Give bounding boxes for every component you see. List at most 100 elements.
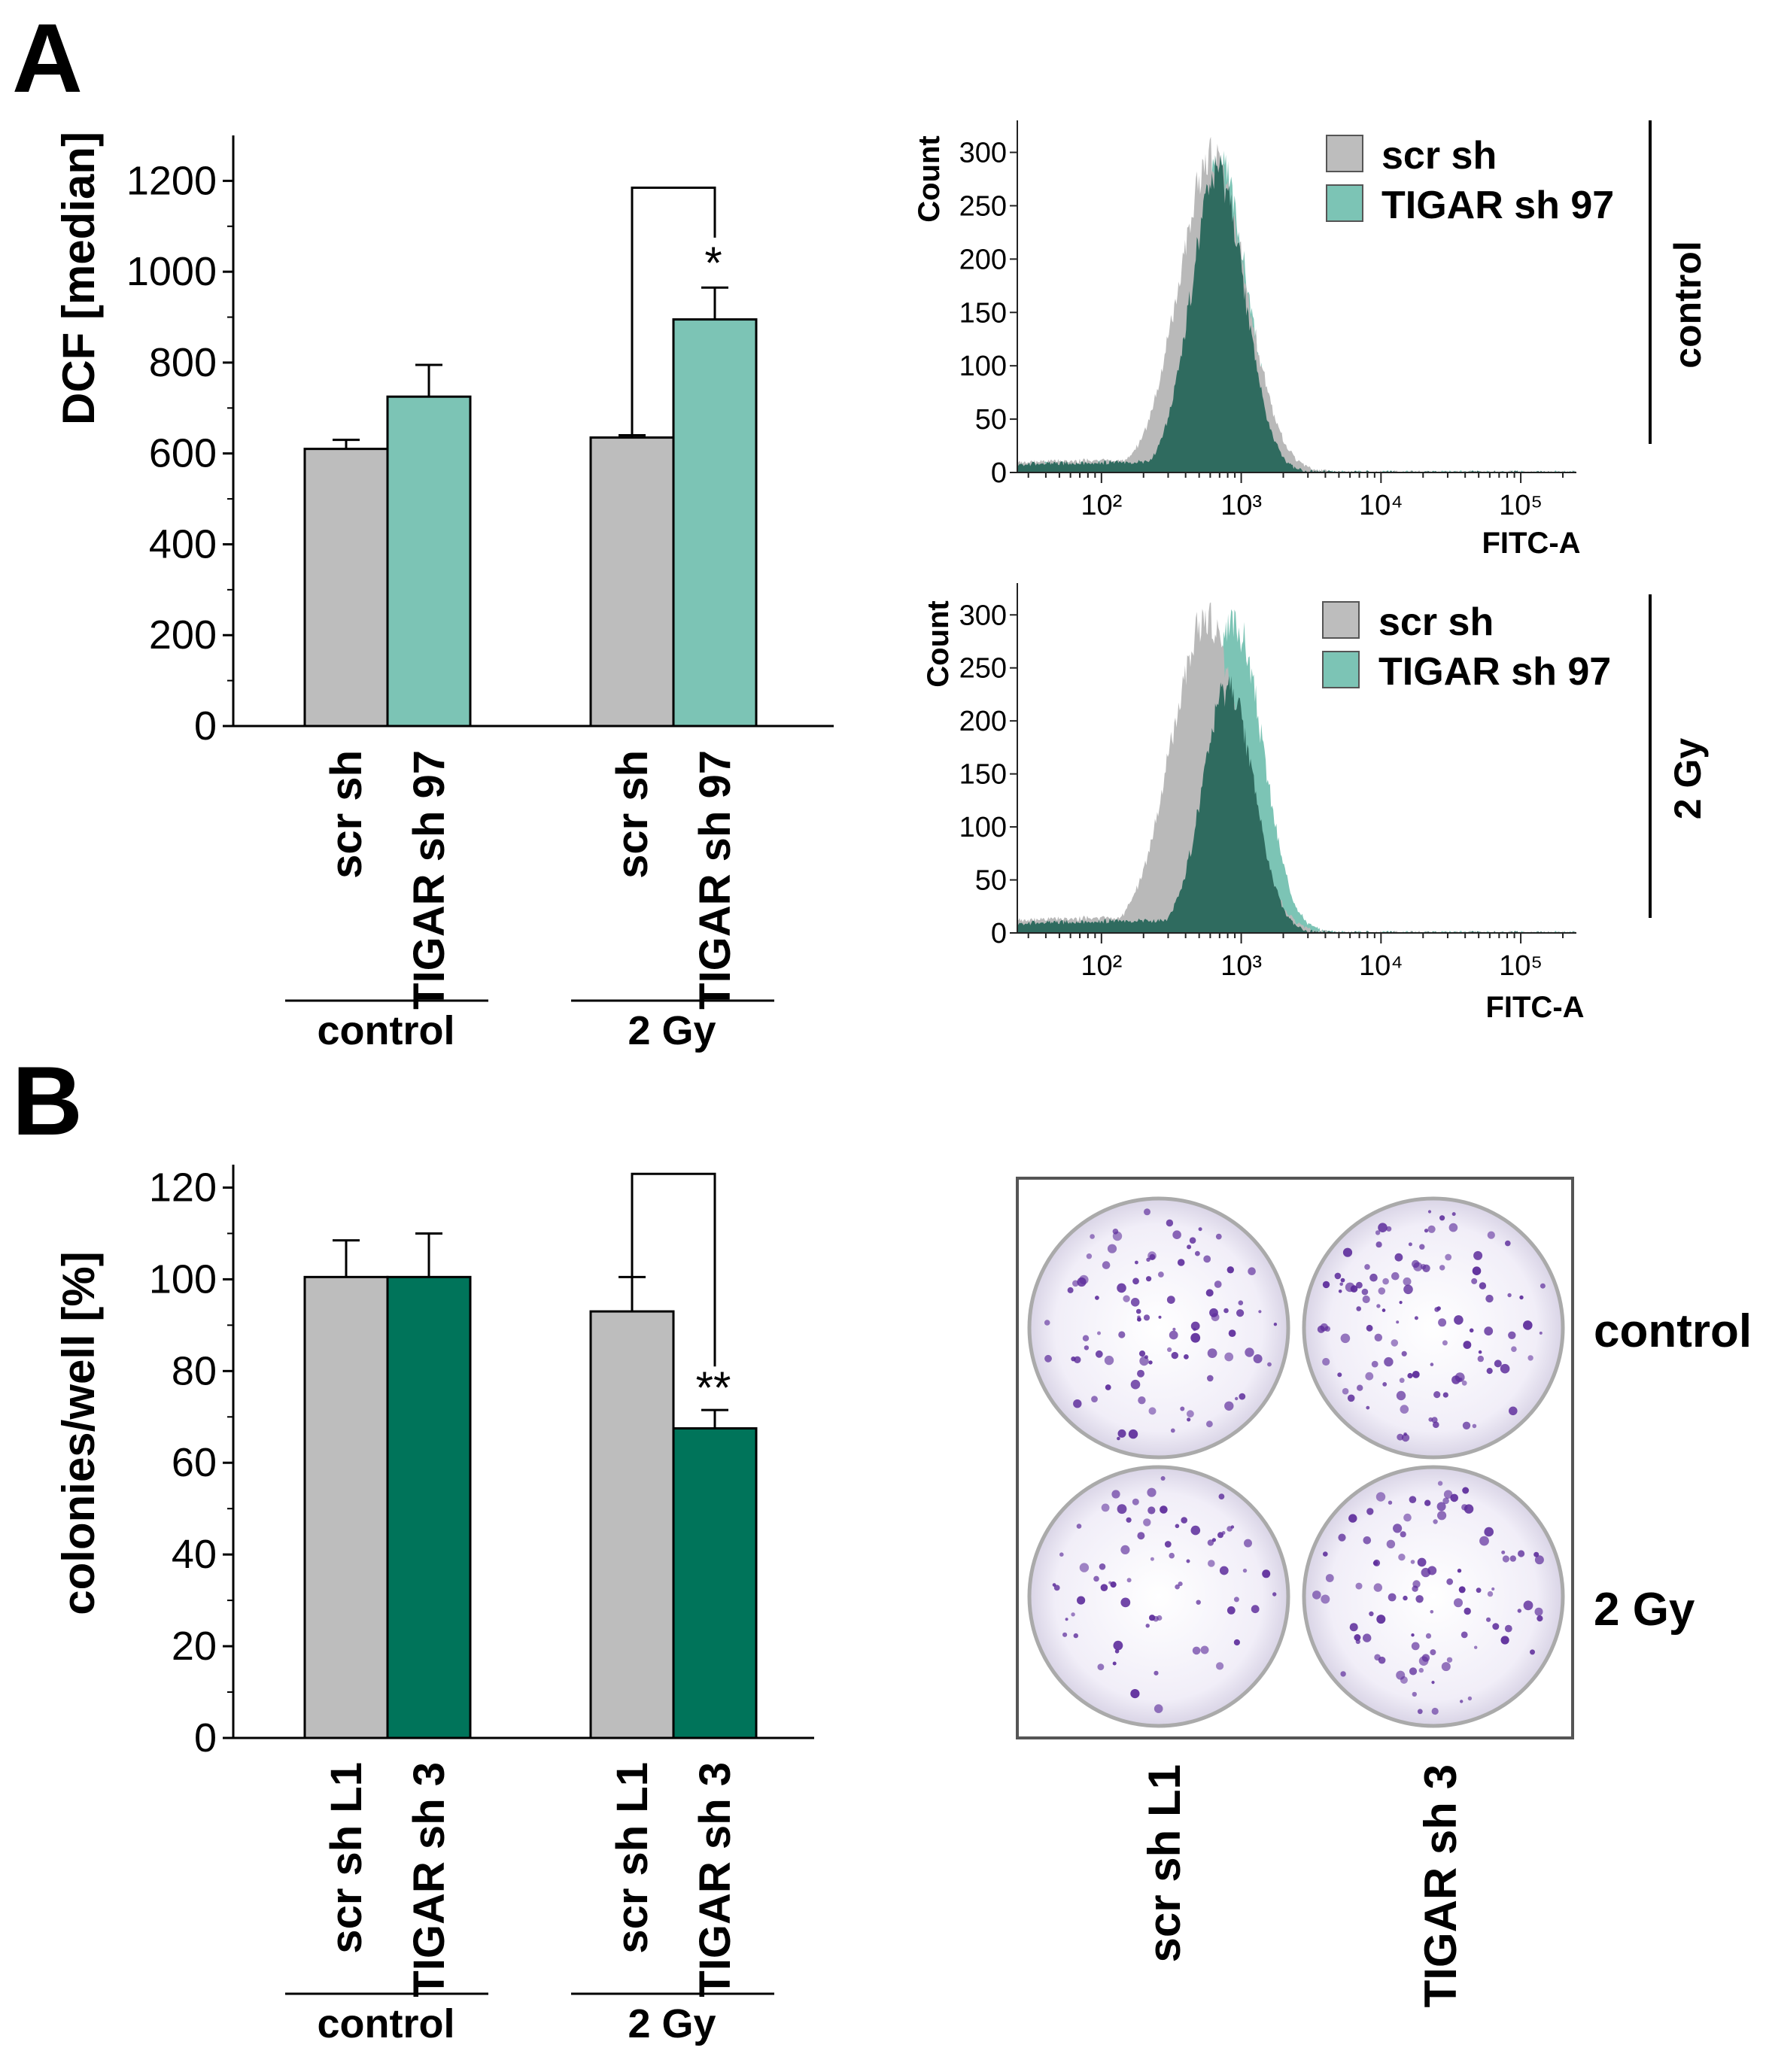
colony-dot: [1363, 1536, 1372, 1545]
colony-dot: [1073, 1399, 1082, 1408]
colony-dot: [1486, 1368, 1493, 1375]
colony-dot: [1384, 1357, 1394, 1367]
colony-dot: [1445, 1253, 1452, 1261]
colony-dot: [1097, 1663, 1105, 1671]
colony-dot: [1418, 1656, 1429, 1666]
colony-dot: [1235, 1396, 1239, 1401]
legend-swatch-scr: [1326, 135, 1363, 172]
colony-dot: [1349, 1623, 1358, 1632]
colony-dot: [1431, 1681, 1435, 1685]
colony-dot: [1342, 1247, 1353, 1257]
colony-dot: [1322, 1357, 1330, 1366]
colony-ytick-label: 100: [149, 1256, 217, 1302]
colony-dot: [1077, 1277, 1087, 1287]
dcf-significance-star: *: [704, 238, 722, 288]
colony-dot: [1433, 1391, 1441, 1399]
colony-dot: [1145, 1624, 1150, 1628]
colony-dot: [1091, 1396, 1098, 1402]
colony-dot: [1509, 1406, 1518, 1416]
colony-dot: [1400, 1531, 1406, 1538]
hist-2gy-ytick-label: 150: [959, 759, 1007, 791]
colony-dot: [1511, 1346, 1517, 1352]
hist-2gy-xtick-label: 10⁴: [1359, 950, 1403, 982]
colony-dot: [1484, 1326, 1494, 1336]
colony-dot: [1190, 1525, 1201, 1536]
colony-dot: [1143, 1518, 1151, 1527]
colony-dot: [1074, 1356, 1081, 1364]
colony-dot: [1391, 1339, 1399, 1347]
colony-dot: [1053, 1584, 1060, 1591]
colony-dot: [1228, 1329, 1236, 1337]
colony-dot: [1273, 1323, 1278, 1326]
colony-dot: [1373, 1583, 1383, 1592]
colony-dot: [1169, 1552, 1175, 1559]
hist-2gy-ytick-label: 50: [975, 865, 1007, 897]
colony-dot: [1178, 1581, 1183, 1587]
colony-dot: [1410, 1560, 1415, 1564]
colony-dot: [1132, 1498, 1139, 1505]
colony-dot: [1369, 1611, 1374, 1617]
colony-dot: [1504, 1624, 1512, 1633]
colony-dot: [1345, 1282, 1355, 1293]
colony-dot: [1170, 1428, 1175, 1433]
dcf-ytick-label: 800: [149, 340, 217, 385]
colony-dot: [1399, 1378, 1405, 1384]
colony-dot: [1118, 1331, 1126, 1338]
colony-dot: [1221, 1531, 1226, 1535]
colony-dot: [1135, 1308, 1141, 1314]
hist-2gy-xtick-label: 10²: [1081, 950, 1122, 982]
plate-2gy-tigar: [1302, 1465, 1565, 1728]
colony-dot: [1417, 1709, 1423, 1715]
colony-dot: [1363, 1633, 1372, 1642]
colony-dot: [1219, 1566, 1229, 1575]
colony-dot: [1407, 1372, 1413, 1379]
colony-dot: [1376, 1304, 1381, 1308]
dcf-category-label: scr sh: [322, 750, 371, 879]
colony-dot: [1424, 1499, 1431, 1506]
colony-dot: [1130, 1379, 1141, 1390]
colony-dot: [1472, 1266, 1482, 1275]
colony-category-label: TIGAR sh 3: [691, 1762, 740, 1998]
colony-dot: [1147, 1487, 1157, 1497]
hist-control-ytick-label: 50: [975, 404, 1007, 436]
colony-dot: [1169, 1330, 1178, 1340]
colony-dot: [1450, 1493, 1458, 1502]
colony-dot: [1224, 1401, 1234, 1411]
colony-dot: [1154, 1704, 1163, 1713]
colony-dot: [1253, 1354, 1263, 1363]
colony-dot: [1393, 1524, 1403, 1533]
colony-dot: [1462, 1421, 1471, 1430]
colony-dot: [1223, 1308, 1229, 1314]
colony-dot: [1412, 1580, 1421, 1588]
colony-dot: [1427, 1225, 1436, 1233]
colony-dot: [1438, 1318, 1447, 1327]
colony-dot: [1461, 1631, 1468, 1639]
plate-control-tigar: [1302, 1196, 1565, 1460]
colony-dot: [1149, 1253, 1156, 1260]
colony-dot: [1177, 1259, 1185, 1266]
colony-dot: [1044, 1354, 1052, 1363]
colony-dot: [1414, 1316, 1418, 1320]
colony-dot: [1244, 1539, 1252, 1548]
colony-dot: [1361, 1288, 1369, 1296]
colony-dot: [1366, 1324, 1373, 1332]
colony-dot: [1430, 1363, 1434, 1366]
hist-control-x-label: FITC-A: [1482, 527, 1580, 560]
colony-dot: [1439, 1265, 1445, 1271]
colony-dot: [1366, 1508, 1374, 1515]
colony-dot: [1464, 1504, 1474, 1514]
hist-control-xtick-label: 10²: [1081, 490, 1122, 521]
colony-dot: [1443, 1490, 1453, 1499]
colony-dot: [1239, 1393, 1246, 1400]
colony-dot: [1491, 1587, 1495, 1591]
colony-dot: [1267, 1362, 1272, 1367]
colony-dot: [1454, 1315, 1464, 1325]
colony-dot: [1130, 1689, 1140, 1699]
colony-dot: [1408, 1242, 1412, 1247]
colony-dot: [1463, 1341, 1472, 1349]
colony-dot: [1403, 1284, 1413, 1295]
colony-dot: [1181, 1517, 1187, 1524]
colony-dot: [1187, 1244, 1192, 1250]
colony-dot: [1153, 1615, 1159, 1622]
legend-label-tigar: TIGAR sh 97: [1381, 184, 1614, 227]
